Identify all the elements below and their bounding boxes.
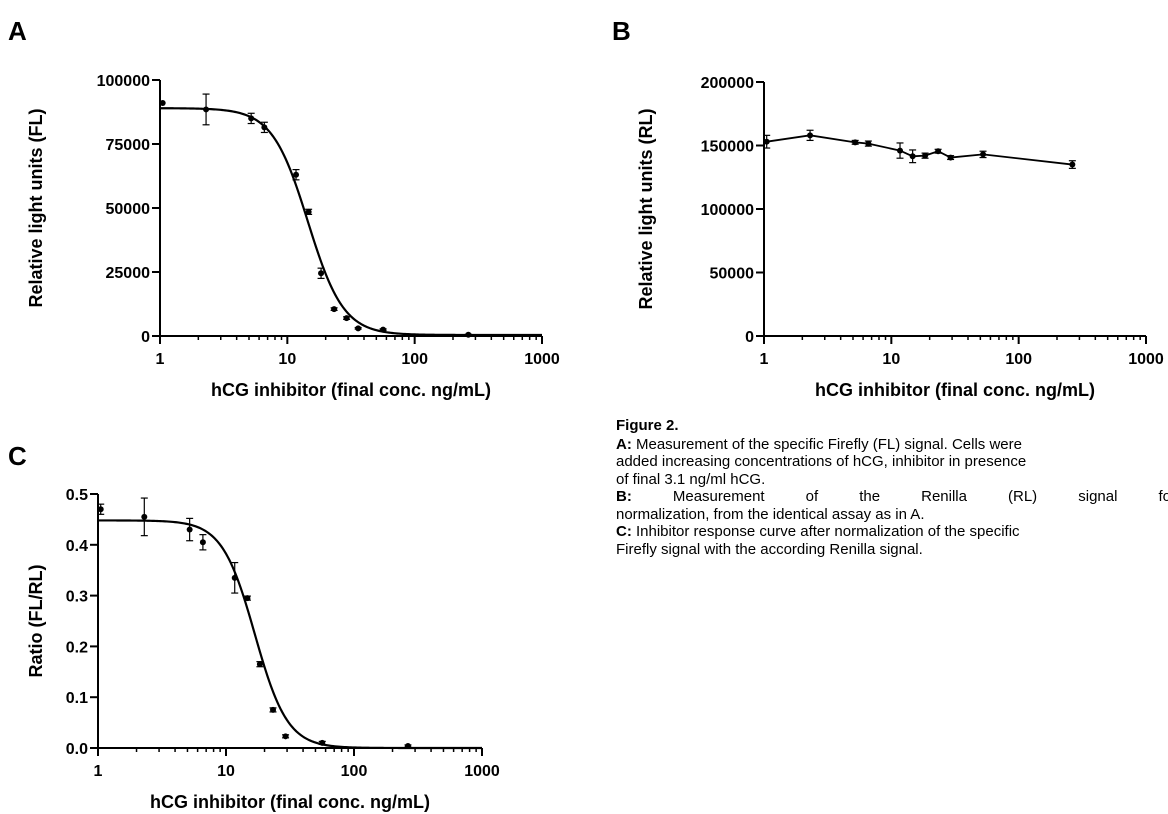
x-tick-label: 1000 — [464, 763, 500, 780]
caption-c-tag: C: — [616, 523, 632, 540]
panel-a: A 1 10 100 1000 0 25000 50000 75000 100000 hCG inh… — [8, 16, 560, 400]
y-tick-label: 200000 — [701, 75, 754, 92]
x-tick-label: 10 — [882, 351, 900, 368]
data-point — [897, 147, 904, 154]
y-axis-label: Relative light units (FL) — [26, 108, 46, 307]
y-tick-label: 75000 — [106, 137, 151, 154]
caption-c-line-2: Firefly signal with the according Renill… — [616, 540, 923, 558]
y-axis-label: Ratio (FL/RL) — [26, 565, 46, 678]
data-point — [141, 513, 148, 520]
x-tick-label: 10 — [278, 351, 296, 368]
y-tick-label: 0.4 — [66, 538, 88, 555]
panel-letter: B — [612, 16, 631, 46]
caption-b-word: Measurement — [672, 488, 765, 505]
fit-curve — [98, 519, 482, 750]
y-tick-label: 0.0 — [66, 741, 88, 758]
data-point — [199, 539, 206, 546]
data-point — [282, 733, 289, 740]
caption-b-line-2: normalization, from the identical assay … — [616, 505, 925, 523]
data-point — [355, 325, 362, 332]
data-point — [256, 661, 263, 668]
y-tick-label: 0.1 — [66, 690, 88, 707]
data-point — [807, 132, 814, 139]
data-point — [318, 270, 325, 277]
data-point — [331, 306, 338, 313]
series-line — [766, 134, 1073, 166]
y-tick-label: 150000 — [701, 139, 754, 156]
y-axis-label: Relative light units (RL) — [636, 108, 656, 309]
data-point — [865, 140, 872, 147]
data-point — [465, 331, 472, 338]
data-point — [909, 153, 916, 160]
figure-caption: Figure 2. A: Measurement of the specific… — [616, 417, 1168, 558]
x-tick-label: 100 — [401, 351, 428, 368]
data-point — [1069, 161, 1076, 168]
y-tick-label: 0.5 — [66, 487, 88, 504]
x-tick-label: 1000 — [1128, 351, 1164, 368]
y-tick-label: 100000 — [701, 202, 754, 219]
caption-b-word: the — [859, 488, 881, 505]
data-point — [319, 739, 326, 746]
data-point — [343, 315, 350, 322]
data-point — [261, 124, 268, 131]
x-axis-label: hCG inhibitor (final conc. ng/mL) — [211, 380, 491, 400]
data-point — [980, 151, 987, 158]
data-point — [231, 574, 238, 581]
panel-c: C 1 10 100 1000 0.0 0.1 0.2 0.3 0.4 0.5 hCG inhibit… — [8, 441, 500, 812]
y-tick-label: 100000 — [97, 73, 150, 90]
panel-b: B 1 10 100 1000 0 50000 100000 150000 200000 hCG i… — [612, 16, 1164, 400]
caption-a-tag: A: — [616, 435, 632, 453]
data-point — [305, 208, 312, 215]
y-tick-label: 0.2 — [66, 639, 88, 656]
caption-title: Figure 2. — [616, 417, 679, 434]
y-tick-label: 0.3 — [66, 589, 88, 606]
caption-c-text-1: Inhibitor response curve after normaliza… — [631, 523, 1020, 540]
data-point — [244, 595, 251, 602]
data-point — [763, 138, 770, 145]
caption-a-line-2: added increasing concentrations of hCG, … — [616, 453, 1027, 470]
data-point — [248, 115, 255, 122]
data-point — [380, 326, 387, 333]
x-axis-label: hCG inhibitor (final conc. ng/mL) — [815, 380, 1095, 400]
caption-a-line-3: of final 3.1 ng/ml hCG. — [616, 470, 766, 488]
fit-curve — [160, 107, 542, 337]
data-point — [852, 139, 859, 146]
data-point — [270, 706, 277, 713]
y-tick-label: 0 — [745, 329, 754, 346]
x-tick-label: 1 — [94, 763, 103, 780]
x-tick-label: 1 — [760, 351, 769, 368]
x-tick-label: 100 — [341, 763, 368, 780]
x-tick-label: 100 — [1005, 351, 1032, 368]
caption-a-text-1: Measurement of the specific Firefly (FL)… — [631, 435, 1022, 453]
caption-c-line-1: C: Inhibitor response curve after normal… — [616, 523, 1168, 541]
y-tick-label: 50000 — [106, 201, 151, 218]
data-point — [186, 526, 193, 533]
data-point — [922, 152, 929, 159]
caption-a-line-1: A: Measurement of the specific Firefly (… — [616, 436, 1168, 454]
caption-b-line-1: B: Measurement of the Renilla (RL) signa… — [616, 488, 1168, 506]
data-point — [203, 106, 210, 113]
data-point — [935, 148, 942, 155]
x-axis-label: hCG inhibitor (final conc. ng/mL) — [150, 792, 430, 812]
data-point — [97, 506, 104, 513]
data-point — [159, 100, 166, 107]
data-point — [947, 154, 954, 161]
x-tick-label: 1000 — [524, 351, 560, 368]
y-tick-label: 50000 — [710, 266, 755, 283]
data-point — [293, 171, 300, 178]
panel-letter: A — [8, 16, 27, 46]
panel-letter: C — [8, 441, 27, 471]
x-tick-label: 10 — [217, 763, 235, 780]
caption-b-word: of — [805, 488, 819, 505]
caption-b-word: signal — [1078, 488, 1118, 505]
caption-b-word: for — [1158, 488, 1168, 505]
caption-b-word: Renilla — [921, 488, 967, 505]
x-tick-label: 1 — [156, 351, 165, 368]
caption-b-tag: B: — [616, 488, 632, 505]
y-tick-label: 25000 — [106, 265, 151, 282]
caption-b-word: (RL) — [1008, 488, 1038, 505]
y-tick-label: 0 — [141, 329, 150, 346]
data-point — [404, 742, 411, 749]
